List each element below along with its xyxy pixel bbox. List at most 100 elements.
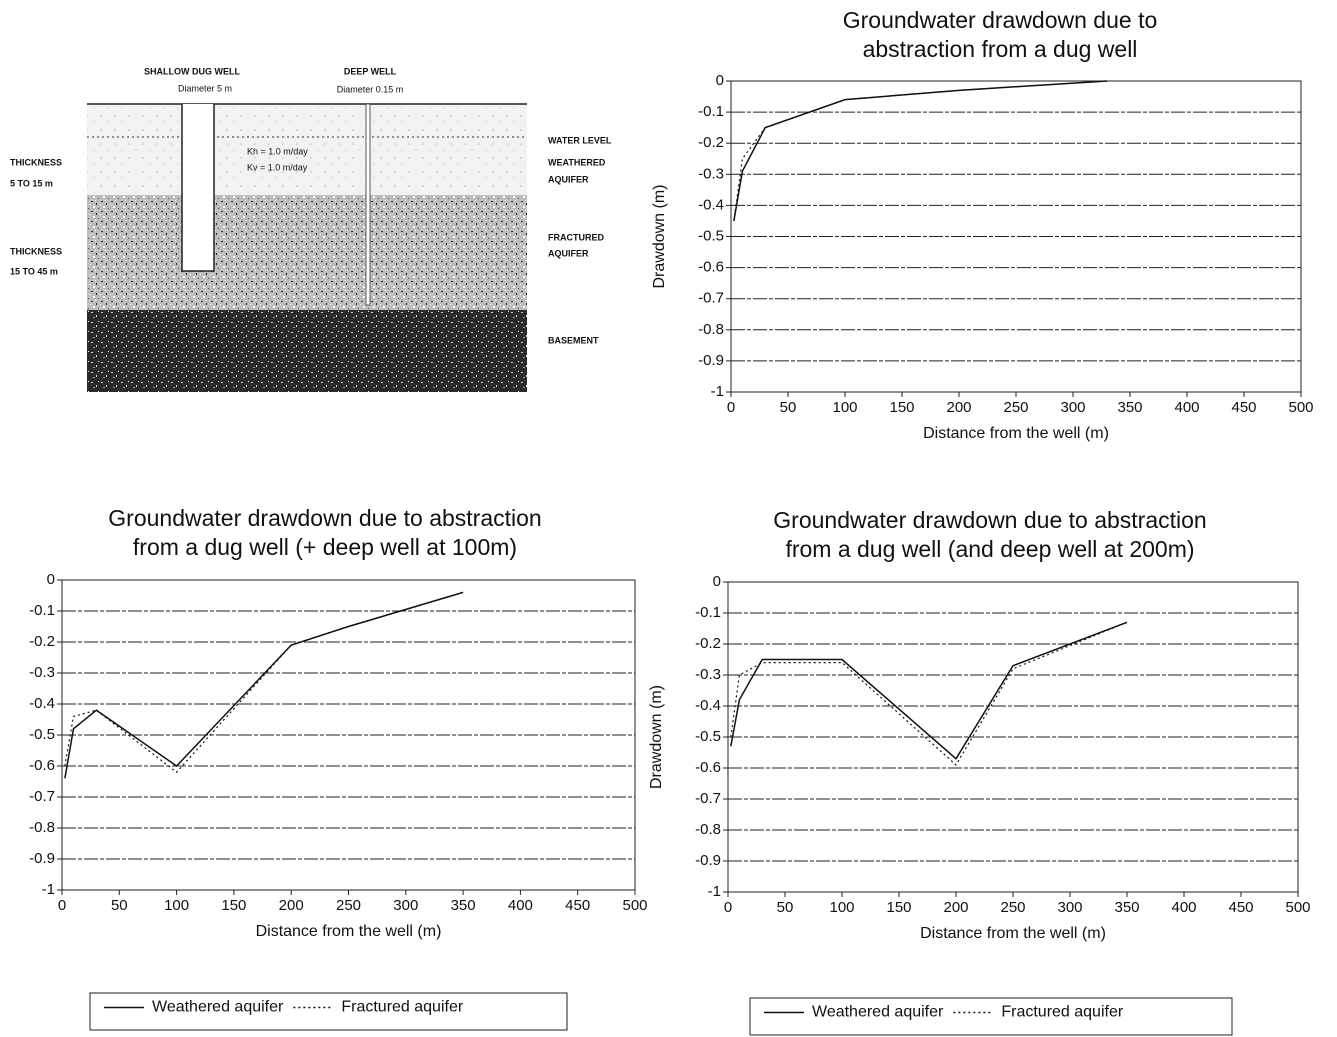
- series-line: [733, 80, 1108, 222]
- x-tick-label: 350: [451, 897, 476, 914]
- y-tick-label: -0.6: [698, 259, 724, 276]
- y-tick-label: -0.7: [698, 290, 724, 307]
- chart-title: Groundwater drawdown due to abstraction: [108, 505, 541, 531]
- y-tick-label: -1: [708, 883, 721, 900]
- chart-title: Groundwater drawdown due to abstraction: [773, 507, 1206, 533]
- y-tick-label: 0: [713, 573, 721, 590]
- series-line: [64, 591, 464, 779]
- legend-label: Fractured aquifer: [1001, 1004, 1124, 1021]
- well-label: SHALLOW DUG WELL: [144, 66, 240, 76]
- y-tick-label: -0.5: [695, 728, 721, 745]
- param-label: Kv = 1.0 m/day: [247, 162, 308, 172]
- well-diameter: Diameter 0.15 m: [337, 84, 404, 94]
- fractured-layer: [87, 195, 527, 310]
- y-tick-label: -0.4: [29, 695, 55, 712]
- chart-title: Groundwater drawdown due to: [843, 7, 1158, 33]
- x-tick-label: 150: [889, 399, 914, 416]
- legend-label: Weathered aquifer: [152, 999, 284, 1016]
- y-axis-label: Drawdown (m): [651, 184, 668, 288]
- layer-name: AQUIFER: [548, 174, 589, 184]
- y-tick-label: -0.9: [695, 852, 721, 869]
- x-tick-label: 350: [1114, 899, 1139, 916]
- thickness-label: 5 TO 15 m: [10, 178, 53, 188]
- x-tick-label: 450: [1228, 899, 1253, 916]
- y-tick-label: -0.8: [695, 821, 721, 838]
- y-tick-label: -0.7: [695, 790, 721, 807]
- x-tick-label: 50: [111, 897, 128, 914]
- y-tick-label: 0: [47, 571, 55, 588]
- x-tick-label: 450: [1231, 399, 1256, 416]
- x-tick-label: 150: [886, 899, 911, 916]
- chart-title: from a dug well (+ deep well at 100m): [133, 534, 517, 560]
- y-tick-label: 0: [716, 72, 724, 89]
- plot-frame: [61, 579, 636, 891]
- chart-title: from a dug well (and deep well at 200m): [785, 536, 1194, 562]
- x-tick-label: 350: [1117, 399, 1142, 416]
- x-tick-label: 100: [829, 899, 854, 916]
- legend-box: [749, 997, 1233, 1036]
- x-tick-label: 200: [279, 897, 304, 914]
- x-tick-label: 200: [943, 899, 968, 916]
- water-level-label: WATER LEVEL: [548, 135, 612, 145]
- y-tick-label: -0.4: [695, 697, 721, 714]
- well-label: DEEP WELL: [344, 66, 397, 76]
- param-label: Kh = 1.0 m/day: [247, 146, 308, 156]
- legend-box: [89, 992, 568, 1031]
- y-tick-label: -0.9: [29, 850, 55, 867]
- y-tick-label: -0.6: [695, 759, 721, 776]
- y-tick-label: -0.9: [698, 352, 724, 369]
- x-axis-label: Distance from the well (m): [256, 923, 442, 940]
- x-tick-label: 300: [1057, 899, 1082, 916]
- y-tick-label: -1: [711, 383, 724, 400]
- layer-name: BASEMENT: [548, 335, 599, 345]
- y-tick-label: -0.5: [698, 227, 724, 244]
- x-tick-label: 500: [622, 897, 647, 914]
- y-tick-label: -0.5: [29, 726, 55, 743]
- x-tick-label: 100: [832, 399, 857, 416]
- y-tick-label: -0.3: [695, 666, 721, 683]
- y-tick-label: -0.1: [698, 103, 724, 120]
- y-tick-label: -0.8: [698, 321, 724, 338]
- x-tick-label: 150: [221, 897, 246, 914]
- legend-label: Weathered aquifer: [812, 1004, 944, 1021]
- y-tick-label: -0.3: [698, 165, 724, 182]
- y-tick-label: -0.2: [29, 633, 55, 650]
- dug-well: [181, 104, 215, 272]
- thickness-label: THICKNESS: [10, 246, 62, 256]
- thickness-label: THICKNESS: [10, 157, 62, 167]
- x-tick-label: 250: [1000, 899, 1025, 916]
- x-tick-label: 300: [1060, 399, 1085, 416]
- y-tick-label: -0.1: [695, 604, 721, 621]
- y-tick-label: -0.1: [29, 602, 55, 619]
- y-tick-label: -0.4: [698, 196, 724, 213]
- x-tick-label: 0: [724, 899, 732, 916]
- y-tick-label: -1: [42, 881, 55, 898]
- x-tick-label: 100: [164, 897, 189, 914]
- y-tick-label: -0.2: [695, 635, 721, 652]
- legend-label: Fractured aquifer: [341, 999, 464, 1016]
- y-tick-label: -0.3: [29, 664, 55, 681]
- x-tick-label: 200: [946, 399, 971, 416]
- x-tick-label: 0: [58, 897, 66, 914]
- x-tick-label: 400: [508, 897, 533, 914]
- thickness-label: 15 TO 45 m: [10, 266, 58, 276]
- plot-frame: [727, 581, 1299, 893]
- layer-name: FRACTURED: [548, 232, 604, 242]
- x-tick-label: 250: [336, 897, 361, 914]
- layer-name: AQUIFER: [548, 248, 589, 258]
- series-line: [733, 80, 1108, 222]
- y-tick-label: -0.6: [29, 757, 55, 774]
- x-tick-label: 500: [1288, 399, 1313, 416]
- x-tick-label: 50: [780, 399, 797, 416]
- x-tick-label: 300: [393, 897, 418, 914]
- x-tick-label: 450: [565, 897, 590, 914]
- x-axis-label: Distance from the well (m): [923, 425, 1109, 442]
- x-tick-label: 50: [777, 899, 794, 916]
- y-tick-label: -0.2: [698, 134, 724, 151]
- x-tick-label: 250: [1003, 399, 1028, 416]
- y-tick-label: -0.7: [29, 788, 55, 805]
- well-diameter: Diameter 5 m: [178, 83, 232, 93]
- y-axis-label: Drawdown (m): [648, 685, 665, 789]
- weathered-layer: [87, 104, 527, 195]
